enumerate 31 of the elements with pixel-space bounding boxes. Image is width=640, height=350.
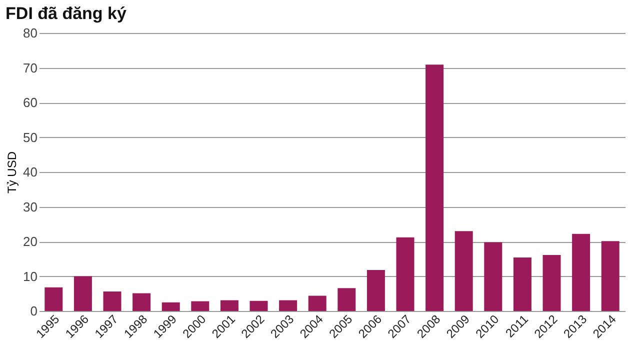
y-tick-label: 30 [23,199,38,214]
bar [338,288,356,311]
bar [74,276,92,311]
y-tick-label: 50 [23,130,38,145]
bar [572,234,590,311]
bar [542,255,561,311]
bar [601,241,620,311]
y-tick-label: 0 [30,304,38,318]
bar [308,296,326,311]
bar [484,242,502,311]
bar [103,292,122,311]
bar [162,302,180,311]
bar [44,287,63,311]
y-tick-label: 70 [23,60,38,76]
bar [366,270,385,311]
bar [454,231,473,311]
y-tick-label: 80 [23,26,38,40]
bar [132,293,151,311]
bar [250,300,268,311]
bar [220,300,238,311]
bar [191,301,210,311]
bar [279,300,298,311]
y-tick-label: 60 [23,95,38,110]
chart-title: FDI đã đăng ký [6,4,127,23]
bar [396,237,414,311]
bar [513,257,532,311]
bar [426,64,444,311]
y-tick-label: 10 [23,268,38,284]
y-tick-label: 40 [23,164,38,180]
y-axis-title: Tỷ USD [5,151,20,194]
y-tick-label: 20 [23,234,38,249]
